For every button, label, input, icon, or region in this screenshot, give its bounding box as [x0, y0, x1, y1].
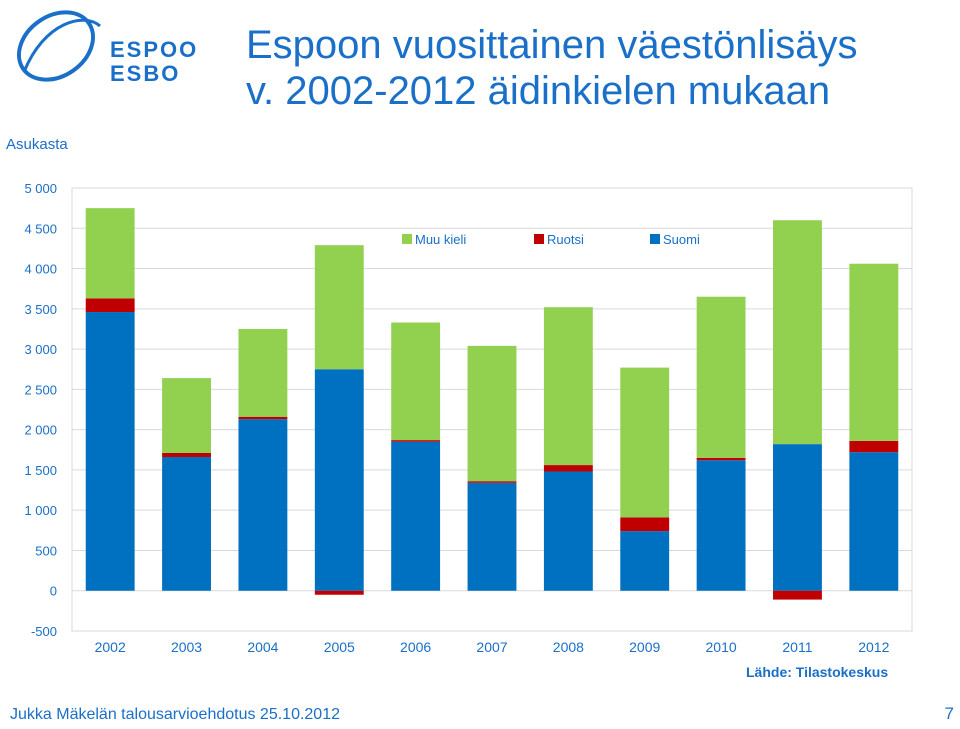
bar-suomi: [467, 482, 517, 591]
page-number: 7: [944, 704, 954, 723]
bar-suomi: [849, 452, 899, 591]
logo-text-espoo: ESPOO: [110, 37, 198, 62]
espoo-logo-mark-icon: [16, 10, 101, 82]
bar-ruotsi: [696, 457, 746, 461]
x-tick-label: 2006: [400, 639, 431, 655]
legend-label: Ruotsi: [547, 232, 584, 247]
page-title: Espoon vuosittainen väestönlisäys v. 200…: [246, 22, 946, 114]
legend-swatch: [650, 234, 660, 244]
bar-ruotsi: [391, 440, 441, 442]
x-tick-label: 2012: [858, 639, 889, 655]
y-tick-label: 5 000: [24, 181, 57, 196]
source-label: Lähde: Tilastokeskus: [746, 664, 889, 680]
x-tick-label: 2005: [324, 639, 355, 655]
bar-ruotsi: [162, 452, 211, 458]
y-axis-label: Asukasta: [6, 136, 68, 153]
bar-muu-kieli: [314, 245, 364, 370]
bar-ruotsi: [467, 481, 517, 483]
bar-muu-kieli: [162, 378, 211, 453]
logo-text-esbo: ESBO: [110, 61, 180, 86]
y-tick-label: 1 500: [24, 463, 57, 478]
bar-suomi: [773, 444, 822, 591]
bar-suomi: [85, 312, 135, 591]
x-tick-label: 2004: [247, 639, 278, 655]
x-tick-label: 2008: [553, 639, 584, 655]
bar-muu-kieli: [849, 263, 899, 441]
y-tick-label: 2 000: [24, 423, 57, 438]
bar-suomi: [391, 441, 441, 591]
y-tick-label: 3 500: [24, 302, 57, 317]
bar-suomi: [696, 460, 746, 591]
espoo-logo: ESPOO ESBO: [16, 10, 198, 86]
bar-suomi: [314, 369, 364, 591]
bar-ruotsi: [314, 590, 364, 595]
bar-suomi: [238, 419, 288, 591]
bar-muu-kieli: [391, 322, 441, 441]
y-tick-label: -500: [31, 624, 57, 639]
x-tick-label: 2007: [476, 639, 507, 655]
bar-muu-kieli: [467, 345, 517, 482]
bar-suomi: [162, 457, 211, 591]
bar-muu-kieli: [620, 367, 670, 518]
y-tick-label: 3 000: [24, 342, 57, 357]
bar-ruotsi: [849, 440, 899, 453]
bar-muu-kieli: [773, 220, 822, 445]
legend-label: Muu kieli: [415, 232, 466, 247]
bar-muu-kieli: [696, 296, 746, 458]
x-tick-label: 2010: [706, 639, 737, 655]
y-tick-label: 2 500: [24, 382, 57, 397]
bar-ruotsi: [620, 517, 670, 532]
x-tick-label: 2003: [171, 639, 202, 655]
bar-suomi: [620, 531, 670, 591]
title-line-2: v. 2002-2012 äidinkielen mukaan: [246, 69, 831, 113]
bar-muu-kieli: [85, 208, 135, 299]
x-tick-label: 2002: [95, 639, 126, 655]
title-line-1: Espoon vuosittainen väestönlisäys: [246, 23, 858, 67]
y-tick-label: 1 000: [24, 503, 57, 518]
y-tick-label: 4 500: [24, 221, 57, 236]
bar-suomi: [543, 471, 593, 591]
legend-swatch: [402, 234, 412, 244]
bar-muu-kieli: [543, 307, 593, 466]
x-tick-label: 2009: [629, 639, 660, 655]
legend-label: Suomi: [663, 232, 700, 247]
y-tick-label: 0: [50, 584, 57, 599]
bar-ruotsi: [85, 298, 135, 313]
x-tick-label: 2011: [782, 639, 812, 655]
legend-swatch: [534, 234, 544, 244]
bar-ruotsi: [543, 465, 593, 472]
bar-ruotsi: [773, 590, 822, 600]
footer-author-date: Jukka Mäkelän talousarvioehdotus 25.10.2…: [10, 706, 340, 723]
y-tick-label: 500: [35, 543, 57, 558]
y-tick-label: 4 000: [24, 262, 57, 277]
bar-muu-kieli: [238, 328, 288, 417]
bar-ruotsi: [238, 416, 288, 420]
